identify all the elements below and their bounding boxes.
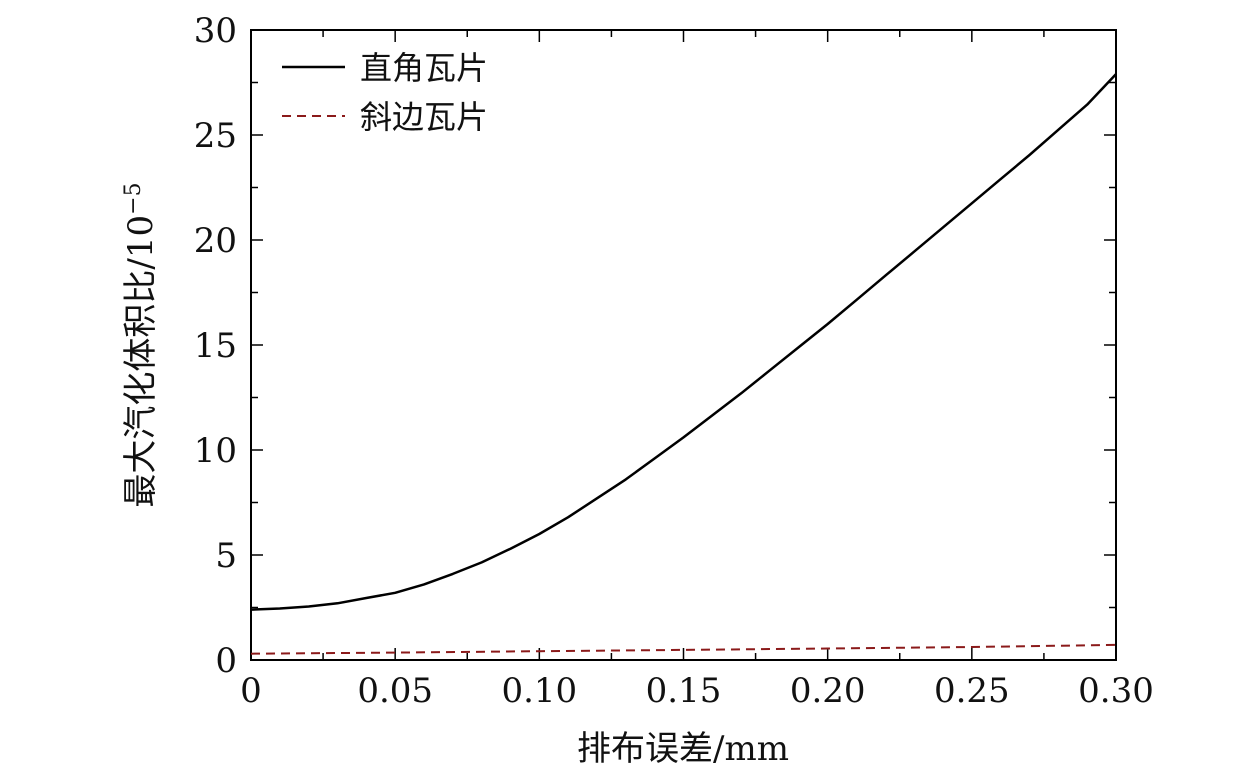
y-axis-title: 最大汽化体积比/10−5 <box>121 182 161 507</box>
y-tick-label: 0 <box>215 641 237 681</box>
x-tick-label: 0.10 <box>501 671 577 711</box>
x-tick-label: 0.30 <box>1078 671 1154 711</box>
y-tick-label: 30 <box>194 11 237 51</box>
x-tick-label: 0.20 <box>790 671 866 711</box>
y-tick-label: 15 <box>194 326 237 366</box>
y-axis-title-exponent: −5 <box>121 182 146 214</box>
legend-label-series-2: 斜边瓦片 <box>360 98 488 136</box>
x-axis-title: 排布误差/mm <box>577 729 789 769</box>
legend-label-series-1: 直角瓦片 <box>360 49 488 87</box>
axis-ticks: 0 0.05 0.10 0.15 0.20 0.25 0.30 0 5 10 15 20 25 30 <box>194 11 1154 711</box>
series-line-1 <box>250 73 1117 611</box>
y-tick-label: 25 <box>194 116 237 156</box>
x-tick-label: 0.25 <box>934 671 1010 711</box>
x-tick-label: 0.05 <box>357 671 433 711</box>
y-axis-title-main: 最大汽化体积比/10 <box>121 215 161 508</box>
x-tick-label: 0.15 <box>646 671 722 711</box>
series-line-2 <box>250 643 1117 655</box>
y-tick-label: 20 <box>194 221 237 261</box>
x-tick-label: 0 <box>240 671 262 711</box>
y-tick-label: 5 <box>215 536 237 576</box>
y-tick-label: 10 <box>194 431 237 471</box>
series-layer <box>250 73 1117 655</box>
legend: 直角瓦片 斜边瓦片 <box>282 49 488 136</box>
